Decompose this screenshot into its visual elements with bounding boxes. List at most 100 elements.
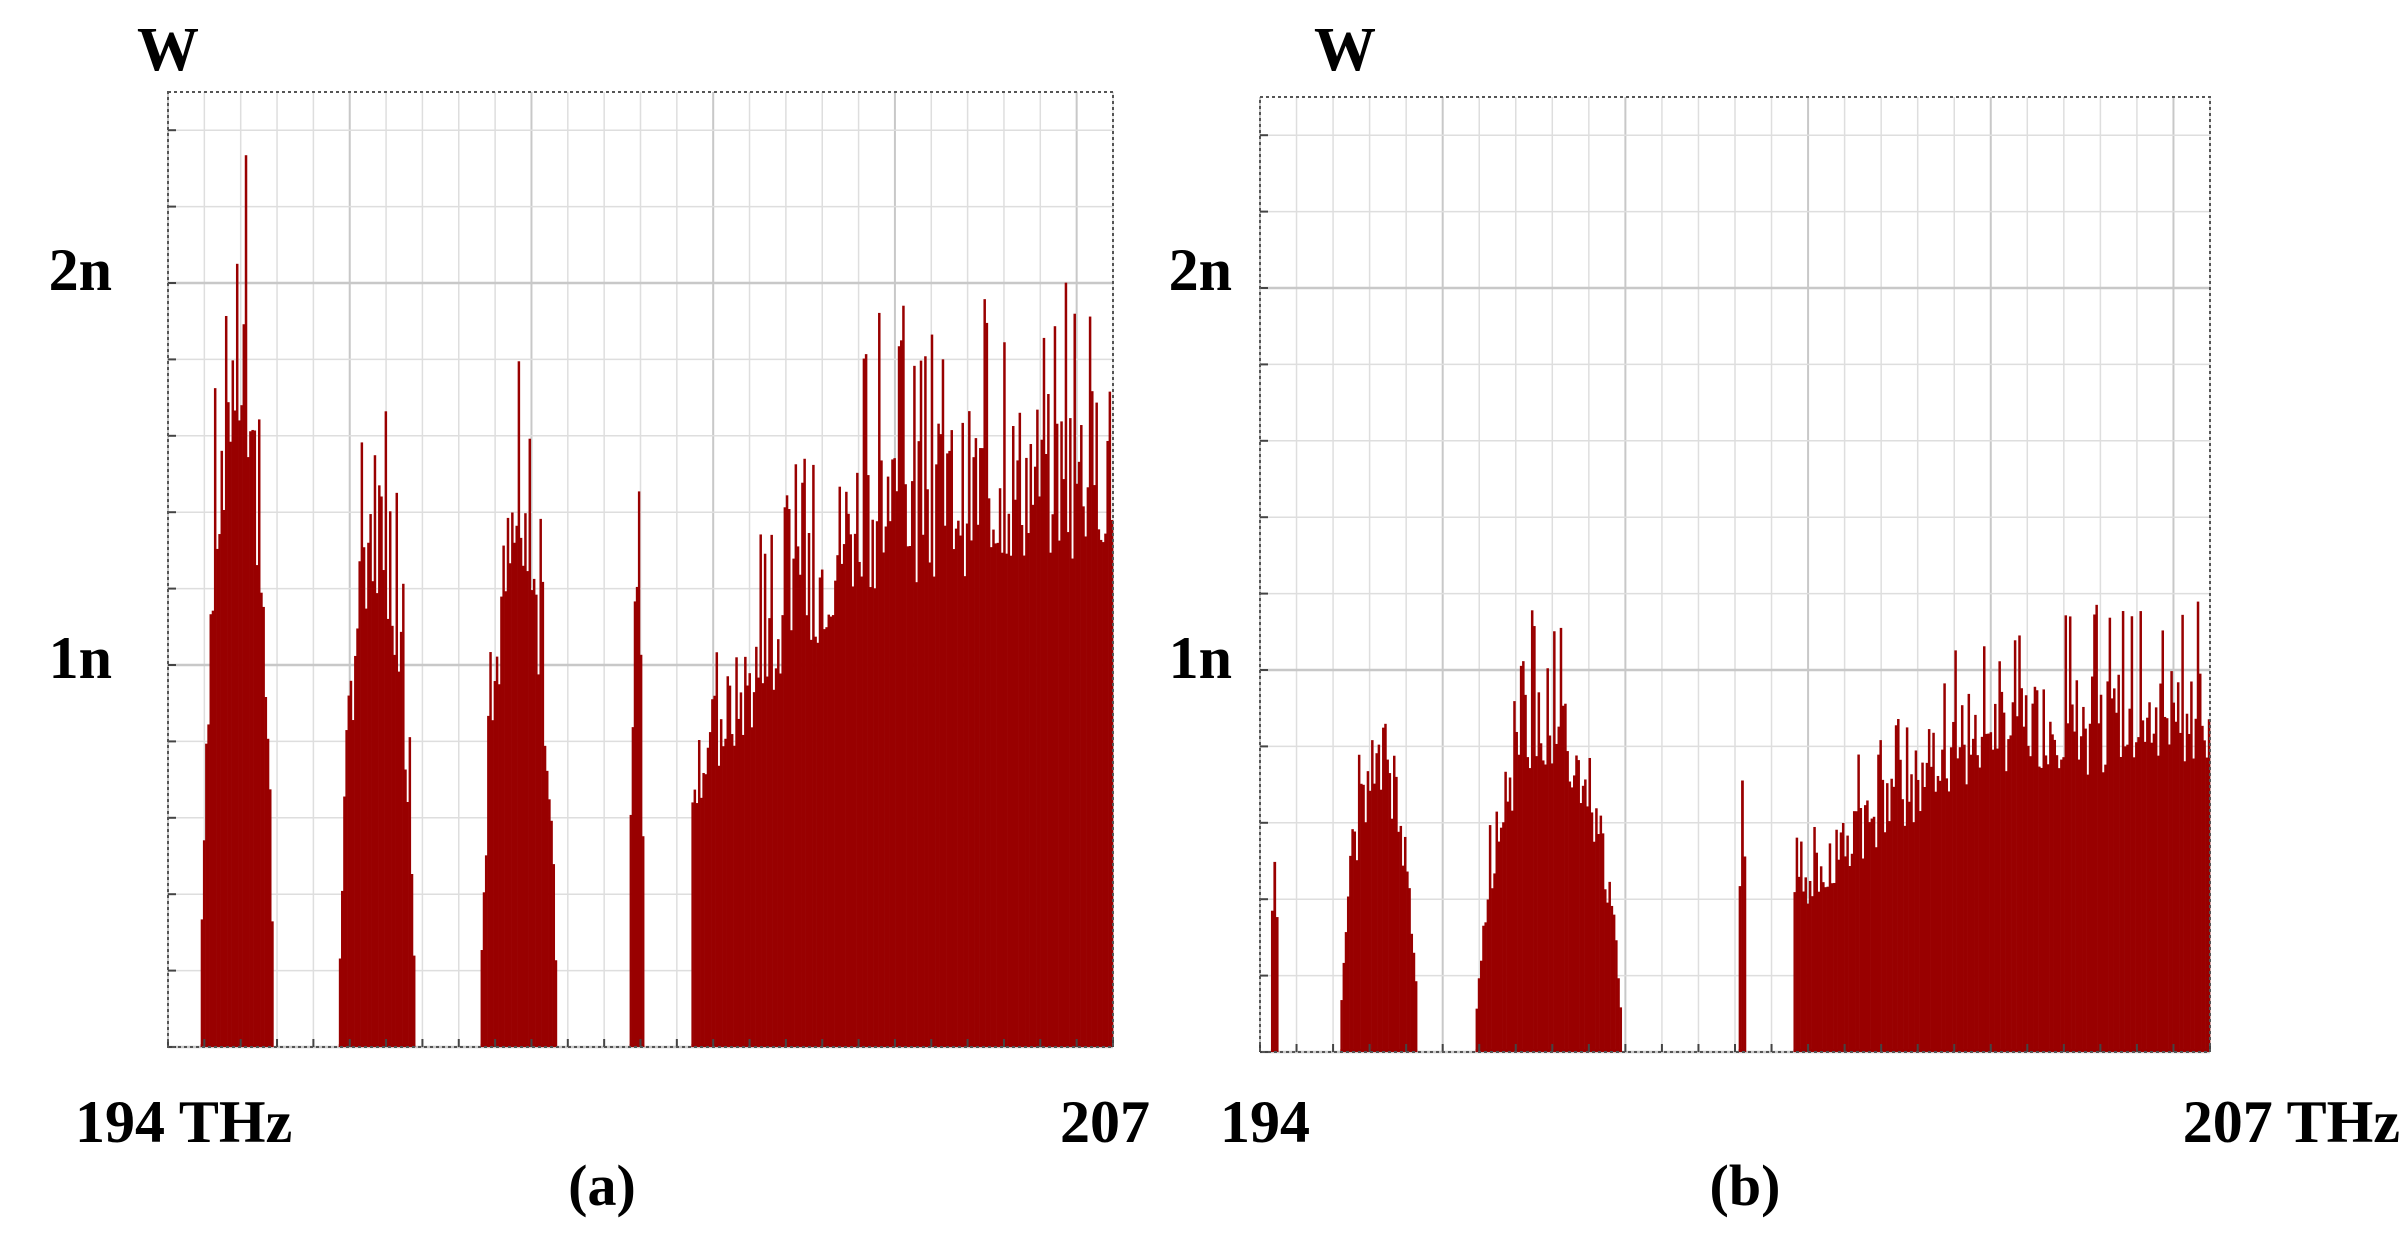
spectrum-bar bbox=[1837, 859, 1841, 1052]
spectrum-bar bbox=[367, 542, 370, 1047]
spectrum-bar bbox=[915, 582, 918, 1047]
spectrum-bar bbox=[1932, 732, 1935, 1052]
spectrum-bar bbox=[513, 542, 516, 1047]
spectrum-bar bbox=[908, 546, 912, 1047]
spectrum-bar bbox=[864, 354, 868, 1047]
spectrum-bar bbox=[1403, 836, 1407, 1052]
spectrum-bar bbox=[902, 305, 905, 1048]
spectrum-bar bbox=[755, 646, 758, 1047]
spectrum-bar bbox=[251, 429, 254, 1047]
spectrum-bar bbox=[744, 656, 747, 1047]
spectrum-bar bbox=[2022, 726, 2026, 1052]
spectrum-bar bbox=[1084, 536, 1087, 1047]
spectrum-bar bbox=[906, 546, 910, 1047]
spectrum-bar bbox=[961, 422, 964, 1047]
spectrum-bar bbox=[2150, 742, 2153, 1052]
spectrum-bar bbox=[1899, 759, 1902, 1052]
spectrum-bar bbox=[954, 528, 958, 1047]
spectrum-bar bbox=[2139, 611, 2142, 1052]
spectrum-bar bbox=[1110, 520, 1114, 1047]
spectrum-bar bbox=[2165, 718, 2169, 1052]
spectrum-bar bbox=[950, 430, 953, 1048]
spectrum-bar bbox=[2110, 698, 2114, 1052]
spectrum-bar bbox=[891, 459, 894, 1047]
spectrum-bar bbox=[1088, 316, 1092, 1047]
spectrum-bar bbox=[271, 921, 274, 1047]
spectrum-bar bbox=[1601, 833, 1605, 1052]
spectrum-bar bbox=[889, 521, 892, 1047]
spectrum-bar bbox=[939, 434, 943, 1047]
spectrum-bar bbox=[1617, 978, 1620, 1052]
spectrum-bar bbox=[229, 441, 232, 1048]
spectrum-bar bbox=[829, 616, 833, 1047]
spectrum-bar bbox=[2029, 756, 2032, 1052]
spectrum-bar bbox=[2152, 733, 2156, 1052]
spectrum-bar bbox=[1493, 873, 1496, 1052]
spectrum-bar bbox=[2005, 771, 2008, 1052]
spectrum-bar bbox=[886, 476, 890, 1048]
spectrum-bar bbox=[713, 695, 716, 1047]
spectrum-bar bbox=[537, 674, 540, 1047]
spectrum-bar bbox=[1921, 762, 1924, 1052]
spectrum-bar bbox=[801, 482, 804, 1048]
spectrum-bar bbox=[1795, 837, 1799, 1052]
spectrum-bar bbox=[637, 491, 641, 1047]
spectrum-bar bbox=[882, 552, 885, 1047]
spectrum-bar bbox=[1360, 783, 1363, 1052]
spectrum-bar bbox=[792, 558, 795, 1047]
spectrum-bar bbox=[752, 692, 756, 1047]
spectrum-bar bbox=[910, 481, 914, 1047]
spectrum-bar bbox=[1104, 533, 1107, 1047]
spectrum-bar bbox=[356, 628, 359, 1047]
spectrum-bar bbox=[546, 770, 549, 1047]
spectrum-bar bbox=[554, 960, 558, 1047]
spectrum-bar bbox=[2064, 615, 2068, 1052]
spectrum-bar bbox=[249, 431, 252, 1047]
spectrum-bar bbox=[2102, 772, 2105, 1052]
spectrum-bar bbox=[2053, 739, 2057, 1052]
spectrum-bar bbox=[768, 618, 771, 1047]
spectrum-bar bbox=[1866, 800, 1869, 1052]
spectrum-bar bbox=[233, 410, 237, 1047]
spectrum-bar bbox=[772, 689, 776, 1047]
spectrum-bar bbox=[2040, 767, 2043, 1052]
spectrum-bar bbox=[1606, 902, 1609, 1052]
spectrum-bar bbox=[508, 563, 512, 1047]
axis-ticks-a bbox=[167, 129, 1114, 1048]
spectrum-bar bbox=[880, 460, 883, 1047]
spectrum-bar bbox=[1097, 529, 1101, 1047]
spectrum-bar bbox=[700, 797, 703, 1047]
spectrum-bar bbox=[543, 745, 547, 1047]
spectrum-bar bbox=[504, 591, 508, 1047]
spectrum-bar bbox=[1974, 714, 1977, 1052]
spectrum-bar bbox=[2192, 758, 2195, 1052]
spectrum-bar bbox=[1800, 841, 1803, 1052]
spectrum-bar bbox=[2086, 774, 2090, 1052]
spectrum-bar bbox=[1908, 801, 1911, 1052]
spectrum-bar bbox=[1036, 409, 1039, 1047]
spectrum-bar bbox=[539, 518, 542, 1047]
spectrum-bar bbox=[2143, 741, 2147, 1052]
spectrum-bars-a bbox=[200, 155, 1114, 1048]
spectrum-bar bbox=[1903, 825, 1907, 1052]
spectrum-bar bbox=[2119, 756, 2123, 1052]
spectrum-bar bbox=[1353, 831, 1357, 1052]
spectrum-bar bbox=[2137, 737, 2140, 1052]
spectrum-bar bbox=[2181, 614, 2184, 1052]
spectrum-bar bbox=[1564, 703, 1567, 1052]
spectrum-bar bbox=[2033, 686, 2037, 1052]
spectrum-bar bbox=[2121, 611, 2125, 1052]
spectrum-bar bbox=[550, 820, 553, 1047]
spectrum-bar bbox=[1060, 421, 1063, 1047]
spectrum-bar bbox=[1916, 779, 1920, 1052]
spectrum-bar bbox=[402, 583, 405, 1047]
spectrum-bar bbox=[963, 576, 967, 1047]
spectrum-bar bbox=[1539, 743, 1543, 1052]
spectrum-bar bbox=[1025, 457, 1028, 1047]
spectrum-bar bbox=[2113, 688, 2116, 1052]
spectrum-bar bbox=[946, 453, 949, 1047]
spectrum-bar bbox=[1395, 776, 1398, 1052]
spectrum-bar bbox=[532, 578, 536, 1047]
plot-border-b bbox=[1259, 96, 2211, 1053]
spectrum-bar bbox=[1553, 631, 1556, 1052]
